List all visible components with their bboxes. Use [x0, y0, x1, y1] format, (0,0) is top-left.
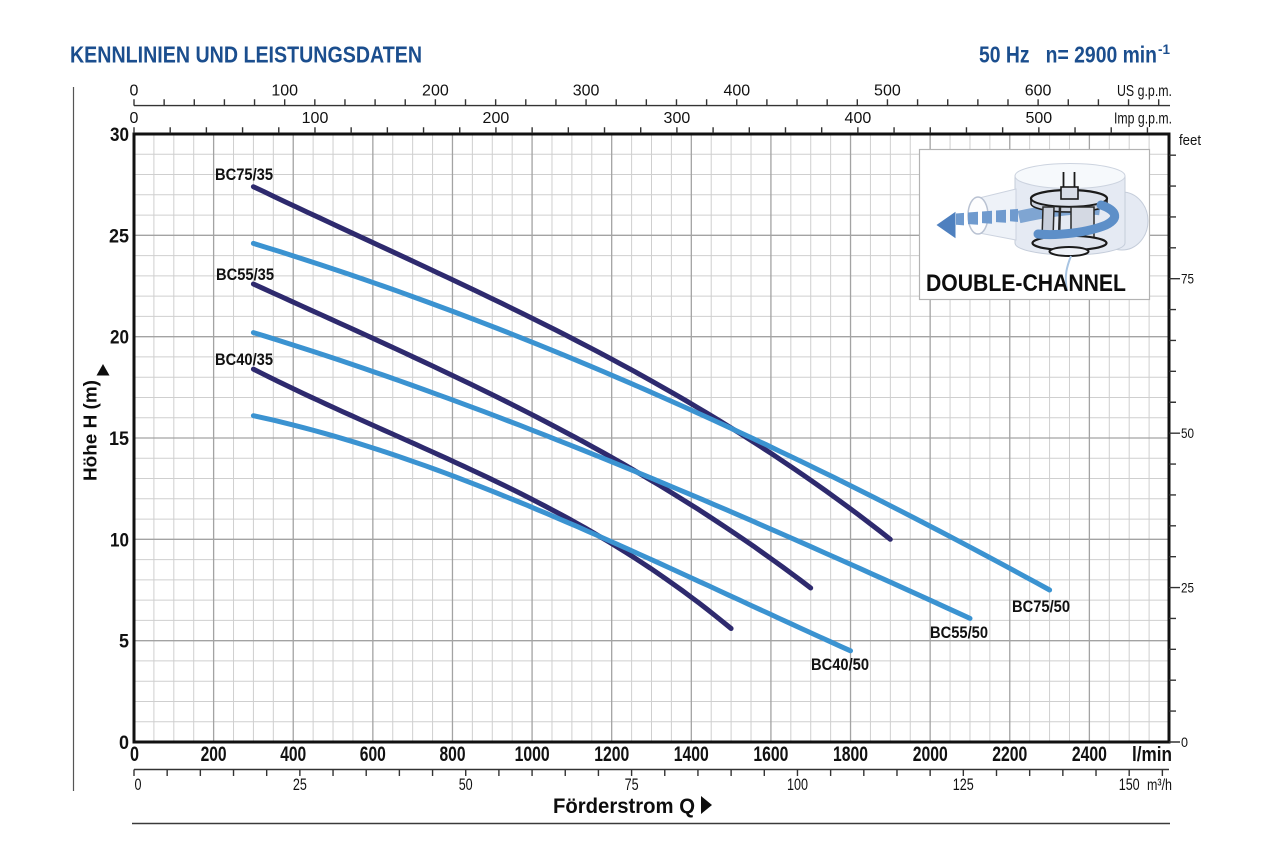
- svg-text:400: 400: [845, 110, 872, 127]
- svg-text:0: 0: [119, 733, 129, 754]
- svg-text:DOUBLE-CHANNEL: DOUBLE-CHANNEL: [926, 270, 1126, 297]
- svg-text:200: 200: [422, 83, 449, 100]
- svg-text:50 Hz n= 2900 min: 50 Hz n= 2900 min: [979, 42, 1157, 68]
- svg-text:50: 50: [1181, 425, 1194, 441]
- svg-text:1600: 1600: [753, 743, 788, 766]
- svg-text:300: 300: [664, 110, 691, 127]
- svg-text:1800: 1800: [833, 743, 868, 766]
- svg-text:1200: 1200: [594, 743, 629, 766]
- svg-text:400: 400: [280, 743, 306, 766]
- svg-text:0: 0: [130, 743, 139, 766]
- svg-text:500: 500: [1025, 110, 1052, 127]
- svg-text:0: 0: [130, 83, 139, 100]
- svg-text:25: 25: [109, 226, 129, 247]
- svg-text:0: 0: [1181, 734, 1188, 750]
- svg-text:BC55/50: BC55/50: [930, 623, 988, 642]
- svg-text:Imp g.p.m.: Imp g.p.m.: [1114, 111, 1172, 128]
- svg-text:Förderstrom Q: Förderstrom Q: [553, 795, 695, 818]
- svg-text:25: 25: [1181, 580, 1194, 596]
- svg-text:75: 75: [625, 775, 639, 794]
- svg-text:200: 200: [201, 743, 227, 766]
- svg-text:125: 125: [953, 775, 974, 794]
- svg-text:BC55/35: BC55/35: [216, 265, 274, 284]
- svg-text:25: 25: [293, 775, 307, 794]
- svg-text:300: 300: [573, 83, 600, 100]
- svg-text:0: 0: [130, 110, 139, 127]
- svg-text:0: 0: [135, 775, 142, 794]
- svg-text:-1: -1: [1158, 41, 1170, 57]
- svg-text:500: 500: [874, 83, 901, 100]
- svg-text:600: 600: [1025, 83, 1052, 100]
- svg-text:20: 20: [110, 328, 129, 349]
- svg-text:2000: 2000: [913, 743, 948, 766]
- svg-text:400: 400: [723, 83, 750, 100]
- svg-text:KENNLINIEN UND LEISTUNGSDATEN: KENNLINIEN UND LEISTUNGSDATEN: [70, 42, 422, 68]
- svg-text:100: 100: [302, 110, 329, 127]
- svg-text:BC75/35: BC75/35: [215, 165, 273, 184]
- svg-text:75: 75: [1181, 271, 1194, 287]
- svg-text:feet: feet: [1179, 132, 1202, 149]
- svg-text:2200: 2200: [992, 743, 1027, 766]
- svg-text:600: 600: [360, 743, 386, 766]
- svg-text:Höhe H (m): Höhe H (m): [81, 380, 101, 481]
- svg-text:150: 150: [1119, 775, 1140, 794]
- svg-text:5: 5: [119, 632, 129, 653]
- svg-text:1000: 1000: [515, 743, 550, 766]
- svg-text:100: 100: [271, 83, 298, 100]
- svg-text:15: 15: [109, 429, 129, 450]
- svg-text:1400: 1400: [674, 743, 709, 766]
- svg-text:800: 800: [440, 743, 466, 766]
- svg-text:l/min: l/min: [1132, 744, 1172, 766]
- svg-text:m³/h: m³/h: [1147, 777, 1172, 794]
- svg-text:100: 100: [787, 775, 808, 794]
- svg-text:BC40/50: BC40/50: [811, 655, 869, 674]
- svg-text:2400: 2400: [1072, 743, 1107, 766]
- svg-text:BC75/50: BC75/50: [1012, 597, 1070, 616]
- svg-text:US g.p.m.: US g.p.m.: [1117, 83, 1172, 100]
- svg-text:10: 10: [110, 530, 129, 551]
- svg-text:30: 30: [110, 125, 129, 146]
- svg-text:BC40/35: BC40/35: [215, 350, 273, 369]
- svg-text:200: 200: [483, 110, 510, 127]
- svg-text:50: 50: [459, 775, 473, 794]
